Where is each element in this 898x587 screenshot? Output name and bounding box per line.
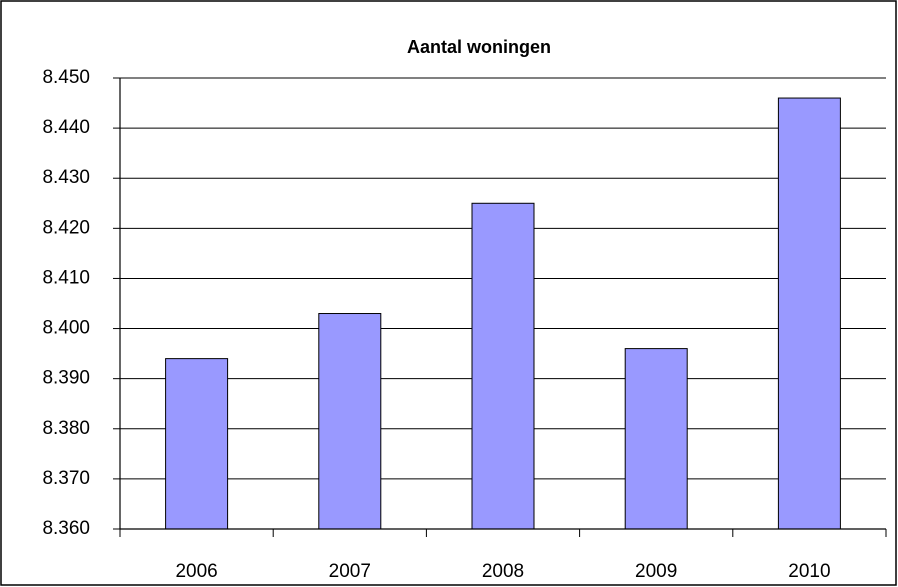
y-tick-label: 8.400 xyxy=(42,318,90,339)
bar xyxy=(624,348,688,530)
y-tick-label: 8.450 xyxy=(42,67,90,88)
chart-title: Aantal woningen xyxy=(407,37,551,57)
y-tick-label: 8.440 xyxy=(42,117,90,138)
x-tick-label: 2007 xyxy=(329,561,371,582)
bar xyxy=(318,313,382,530)
x-tick-label: 2008 xyxy=(482,561,524,582)
y-tick-label: 8.430 xyxy=(42,167,90,188)
y-tick-label: 8.390 xyxy=(42,368,90,389)
bar xyxy=(471,202,535,530)
y-tick-label: 8.410 xyxy=(42,267,90,288)
bar xyxy=(777,97,841,530)
y-tick-label: 8.360 xyxy=(42,518,90,539)
x-tick-label: 2006 xyxy=(175,561,217,582)
y-tick-label: 8.380 xyxy=(42,418,90,439)
y-tick-label: 8.420 xyxy=(42,217,90,238)
y-tick-label: 8.370 xyxy=(42,468,90,489)
x-tick-label: 2009 xyxy=(635,561,677,582)
bar xyxy=(165,358,229,530)
x-tick-label: 2010 xyxy=(788,561,830,582)
